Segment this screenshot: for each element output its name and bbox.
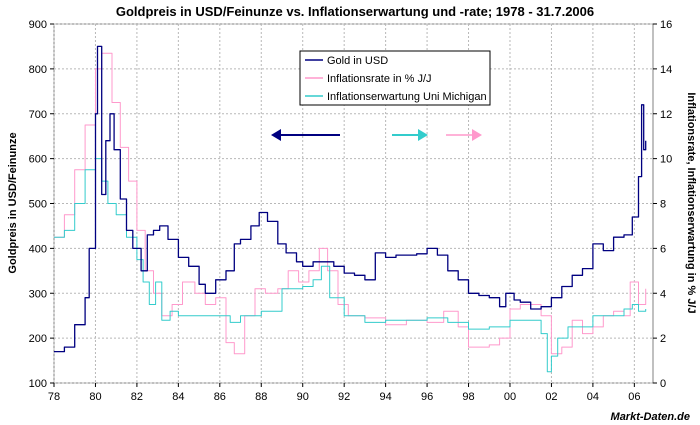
y-left-tick-label: 500 [29, 199, 47, 211]
x-tick-label: 92 [338, 391, 350, 403]
x-tick-label: 94 [380, 391, 392, 403]
axis-arrow-expectation-right [392, 129, 428, 141]
chart-title: Goldpreis in USD/Feinunze vs. Inflations… [116, 4, 594, 19]
y-right-tick-label: 0 [660, 378, 666, 390]
axis-arrow-inflation-right [446, 129, 482, 141]
series-line-inflation-rate [54, 52, 647, 355]
y-axis-right-title: Inflationsrate, Inflationserwartung in %… [685, 92, 697, 313]
axis-arrow-inflation-head [472, 129, 482, 141]
y-right-tick-label: 4 [660, 288, 666, 300]
y-axis-left: 100 200 300 400 500 600 700 800 900 [29, 19, 54, 390]
y-right-tick-label: 8 [660, 199, 666, 211]
legend-box [299, 50, 491, 106]
x-tick-label: 86 [214, 391, 226, 403]
y-left-tick-label: 800 [29, 64, 47, 76]
y-right-tick-label: 6 [660, 243, 666, 255]
y-left-tick-label: 200 [29, 333, 47, 345]
axis-arrow-expectation-head [418, 129, 428, 141]
x-tick-label: 98 [462, 391, 474, 403]
x-tick-label: 02 [545, 391, 557, 403]
y-right-tick-label: 14 [660, 64, 672, 76]
y-right-tick-label: 16 [660, 19, 672, 31]
x-tick-label: 90 [297, 391, 309, 403]
series-line-inflation-expectation [54, 158, 647, 373]
y-right-tick-label: 2 [660, 333, 666, 345]
series-layer [54, 45, 647, 373]
x-tick-label: 96 [421, 391, 433, 403]
y-axis-right: 0 2 4 6 8 10 12 14 16 [653, 19, 672, 390]
y-right-tick-label: 12 [660, 109, 672, 121]
x-axis: 78 80 82 84 86 88 90 92 94 96 98 00 02 04 06 [48, 383, 640, 403]
x-tick-label: 78 [48, 391, 60, 403]
x-tick-label: 06 [628, 391, 640, 403]
axis-arrow-gold-left [271, 129, 340, 141]
legend-label-gold: Gold in USD [327, 55, 388, 67]
y-left-tick-label: 400 [29, 243, 47, 255]
axis-arrow-gold-head [271, 129, 281, 141]
x-tick-label: 00 [504, 391, 516, 403]
y-left-tick-label: 100 [29, 378, 47, 390]
y-left-tick-label: 600 [29, 154, 47, 166]
source-label: Markt-Daten.de [611, 411, 690, 423]
y-axis-left-title: Goldpreis in USD/Feinunze [7, 132, 19, 273]
x-tick-label: 88 [255, 391, 267, 403]
legend: Gold in USD Inflationsrate in % J/J Infl… [299, 50, 491, 106]
x-tick-label: 82 [131, 391, 143, 403]
x-tick-label: 80 [89, 391, 101, 403]
y-left-tick-label: 700 [29, 109, 47, 121]
y-left-tick-label: 900 [29, 19, 47, 31]
legend-label-inflation-rate: Inflationsrate in % J/J [327, 73, 432, 85]
y-right-tick-label: 10 [660, 154, 672, 166]
series-line-gold [54, 45, 647, 353]
legend-label-inflation-expectation: Inflationserwartung Uni Michigan [327, 91, 487, 103]
x-tick-label: 04 [587, 391, 599, 403]
y-left-tick-label: 300 [29, 288, 47, 300]
x-tick-label: 84 [172, 391, 184, 403]
